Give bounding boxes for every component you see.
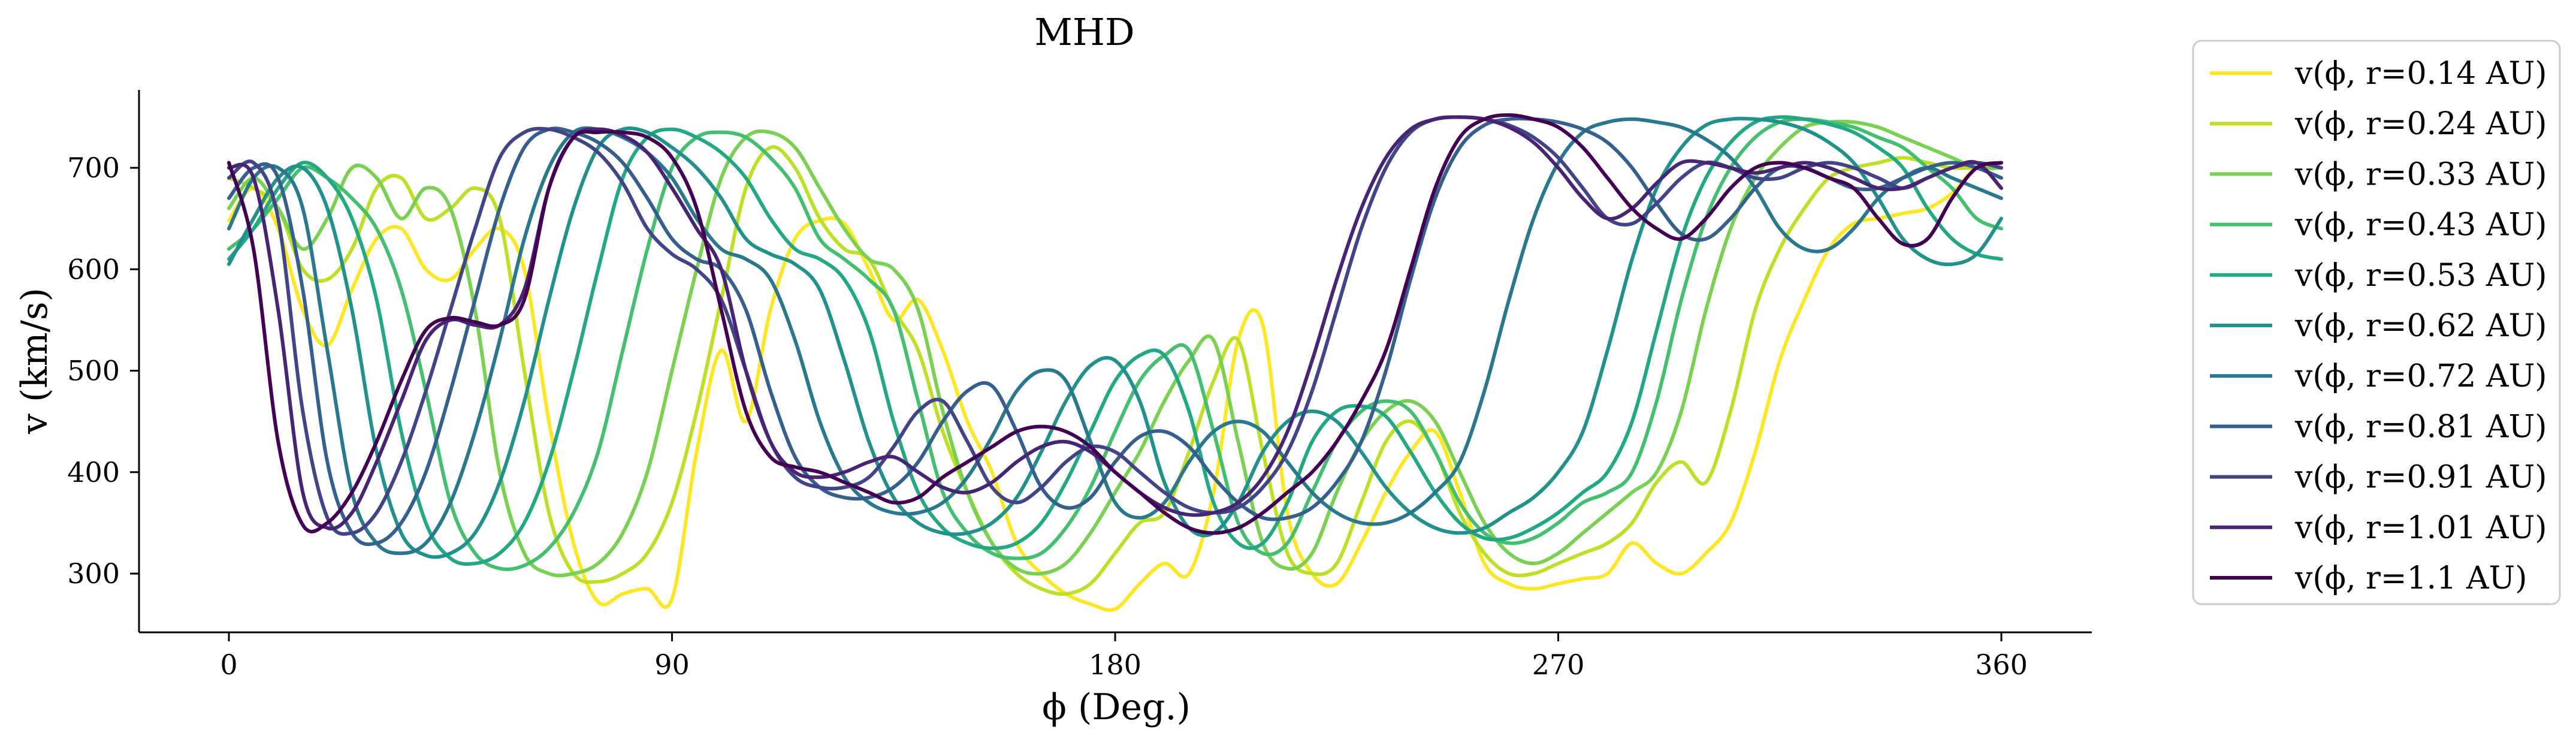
- y-tick-label: 600: [67, 253, 120, 285]
- y-tick-label: 700: [67, 152, 120, 184]
- legend-label: v(ϕ, r=0.43 AU): [2294, 207, 2547, 243]
- legend-label: v(ϕ, r=0.24 AU): [2294, 106, 2547, 142]
- legend-label: v(ϕ, r=1.01 AU): [2294, 510, 2547, 546]
- x-tick-label: 90: [654, 649, 690, 681]
- legend: v(ϕ, r=0.14 AU) v(ϕ, r=0.24 AU) v(ϕ, r=0.3…: [2192, 40, 2561, 605]
- legend-label: v(ϕ, r=0.81 AU): [2294, 409, 2547, 445]
- x-tick-label: 0: [220, 649, 237, 681]
- series-line: [227, 117, 2003, 556]
- y-ticks: 300 400 500 600 700: [67, 152, 139, 590]
- legend-label: v(ϕ, r=0.53 AU): [2294, 258, 2547, 294]
- series-line: [227, 115, 2003, 536]
- legend-frame: [2192, 40, 2561, 605]
- series-line: [227, 115, 2003, 531]
- x-tick-label: 270: [1532, 649, 1585, 681]
- legend-items: v(ϕ, r=0.14 AU) v(ϕ, r=0.24 AU) v(ϕ, r=0.3…: [2210, 56, 2547, 596]
- series-line: [227, 117, 2003, 571]
- series-line: [227, 116, 2003, 559]
- x-tick-label: 180: [1089, 649, 1141, 681]
- x-axis-label: ϕ (Deg.): [1042, 686, 1191, 728]
- y-tick-label: 400: [67, 456, 120, 488]
- y-tick-label: 500: [67, 355, 120, 387]
- series-line: [227, 113, 2003, 535]
- plot-lines: [227, 113, 2003, 612]
- series-line: [227, 164, 2003, 612]
- y-tick-label: 300: [67, 557, 120, 590]
- legend-label: v(ϕ, r=0.14 AU): [2294, 56, 2547, 92]
- legend-label: v(ϕ, r=0.33 AU): [2294, 156, 2547, 192]
- x-ticks: 0 90 180 270 360: [220, 632, 2028, 681]
- series-line: [227, 116, 2003, 547]
- chart-title: MHD: [1034, 10, 1134, 54]
- series-line: [227, 145, 2003, 596]
- legend-label: v(ϕ, r=0.72 AU): [2294, 358, 2547, 394]
- legend-label: v(ϕ, r=0.62 AU): [2294, 308, 2547, 344]
- series-line: [227, 119, 2003, 578]
- x-tick-label: 360: [1975, 649, 2028, 681]
- y-axis-label: v (km/s): [14, 288, 56, 435]
- legend-label: v(ϕ, r=1.1 AU): [2294, 560, 2527, 596]
- legend-label: v(ϕ, r=0.91 AU): [2294, 460, 2547, 496]
